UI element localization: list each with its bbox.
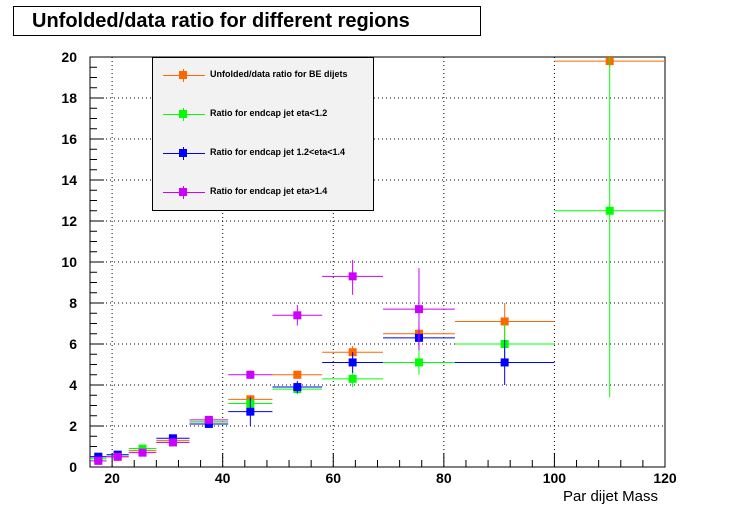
data-point — [605, 206, 614, 215]
data-point — [138, 448, 147, 457]
x-tick-label: 100 — [543, 470, 567, 486]
y-tick-label: 12 — [61, 213, 77, 229]
title-box: Unfolded/data ratio for different region… — [13, 6, 481, 36]
y-tick-label: 0 — [69, 459, 77, 475]
y-tick-label: 10 — [61, 254, 77, 270]
data-point — [113, 452, 122, 461]
data-marks — [90, 57, 665, 465]
data-point — [246, 370, 255, 379]
y-tick-label: 16 — [61, 131, 77, 147]
y-tick-label: 18 — [61, 90, 77, 106]
series-3 — [90, 259, 455, 465]
x-tick-label: 80 — [436, 470, 452, 486]
x-tick-label: 20 — [104, 470, 120, 486]
y-tick-label: 6 — [69, 336, 77, 352]
data-point — [94, 452, 103, 461]
legend-marker-be-dijets — [179, 71, 187, 79]
legend-marker-eta-1-2-1-4 — [179, 149, 187, 157]
data-point — [348, 374, 357, 383]
legend-label-eta-lt-1-2: Ratio for endcap jet eta<1.2 — [210, 108, 328, 118]
data-point — [293, 311, 302, 320]
data-point — [246, 407, 255, 416]
data-point — [204, 419, 213, 428]
legend-marker-eta-lt-1-2 — [179, 110, 187, 118]
legend: Unfolded/data ratio for BE dijets Ratio … — [152, 57, 374, 211]
legend-entry-eta-lt-1-2: Ratio for endcap jet eta<1.2 — [153, 105, 373, 125]
data-point — [204, 415, 213, 424]
axes: 0 2 4 6 8 10 12 14 16 18 20 20 40 60 80 100 120 — [61, 49, 676, 486]
data-point — [293, 383, 302, 392]
y-tick-label: 14 — [61, 172, 77, 188]
chart-title: Unfolded/data ratio for different region… — [32, 10, 410, 32]
data-point — [94, 456, 103, 465]
x-axis-label: Par dijet Mass — [563, 488, 658, 505]
data-point — [348, 272, 357, 281]
y-tick-label: 8 — [69, 295, 77, 311]
data-point — [500, 358, 509, 367]
legend-label-eta-1-2-1-4: Ratio for endcap jet 1.2<eta<1.4 — [210, 147, 346, 157]
legend-entry-eta-gt-1-4: Ratio for endcap jet eta>1.4 — [153, 183, 373, 203]
data-point — [414, 358, 423, 367]
legend-label-eta-gt-1-4: Ratio for endcap jet eta>1.4 — [210, 186, 328, 196]
data-point — [414, 305, 423, 314]
data-point — [138, 444, 147, 453]
data-point — [348, 358, 357, 367]
x-tick-label: 40 — [215, 470, 231, 486]
data-point — [168, 434, 177, 443]
legend-marker-eta-gt-1-4 — [179, 188, 187, 196]
legend-entry-eta-1-2-1-4: Ratio for endcap jet 1.2<eta<1.4 — [153, 144, 373, 164]
legend-label-be-dijets: Unfolded/data ratio for BE dijets — [210, 69, 348, 79]
data-point — [168, 438, 177, 447]
legend-entry-be-dijets: Unfolded/data ratio for BE dijets — [153, 66, 373, 86]
y-tick-label: 4 — [69, 377, 77, 393]
data-point — [293, 370, 302, 379]
x-tick-label: 120 — [653, 470, 677, 486]
y-tick-label: 2 — [69, 418, 77, 434]
data-point — [500, 317, 509, 326]
y-tick-label: 20 — [61, 49, 77, 65]
x-tick-label: 60 — [325, 470, 341, 486]
